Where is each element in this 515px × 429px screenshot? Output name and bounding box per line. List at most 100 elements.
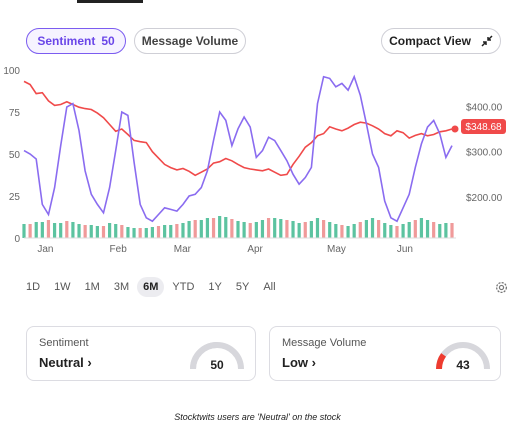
volume-bar [169,225,173,238]
time-range-selector: 1D 1W 1M 3M 6M YTD 1Y 5Y All [20,274,284,300]
volume-bar [395,226,399,238]
volume-bar [383,223,387,238]
volume-bar [138,228,142,238]
range-button-1w[interactable]: 1W [54,281,71,293]
compact-view-label: Compact View [389,34,471,48]
volume-bar [150,227,154,238]
volume-bar [401,224,405,238]
message-volume-tab[interactable]: Message Volume [134,28,246,54]
volume-bar [89,225,93,238]
x-tick-label: Jun [397,244,413,255]
message-volume-card-value: Low › [282,355,316,370]
volume-bar [156,226,161,238]
volume-bar [340,225,344,238]
volume-bar [352,224,356,238]
chevron-right-icon: › [311,355,316,370]
price-tick-label: $400.00 [466,102,503,113]
current-price-dot [451,125,459,133]
sentiment-gauge-fill [190,342,218,370]
range-button-1y[interactable]: 1Y [208,281,222,293]
volume-bar [444,223,448,238]
x-tick-label: May [327,244,346,255]
range-button-ytd[interactable]: YTD [172,281,195,293]
volume-bar [242,222,246,238]
volume-bar [34,222,38,238]
volume-bar [407,222,411,238]
range-button-1m[interactable]: 1M [84,281,100,293]
volume-bar [46,220,51,238]
current-price-label: $348.68 [465,122,502,133]
sentiment-line [23,74,453,223]
range-button-1d[interactable]: 1D [26,281,41,293]
message-volume-rating: Low [282,355,308,370]
volume-bar [377,220,381,238]
y-tick-label: 0 [14,234,20,245]
volume-bar [211,218,216,238]
range-button-6m[interactable]: 6M [137,277,165,297]
volume-bar [419,218,424,238]
compact-view-button[interactable]: Compact View [381,28,501,54]
volume-bar [425,220,430,238]
sentiment-gauge [190,342,244,370]
volume-bar [364,220,368,238]
volume-bar [126,227,130,238]
message-volume-score: 43 [456,358,470,372]
y-tick-label: 75 [9,108,21,119]
volume-bar [438,224,442,238]
volume-bar [254,222,258,238]
x-tick-label: Apr [247,244,263,255]
volume-bar [303,222,307,238]
volume-bar [248,223,252,238]
volume-bar [432,222,436,238]
volume-bar [193,220,197,238]
y-tick-label: 25 [9,192,21,203]
volume-bar [358,222,362,238]
volume-bar [101,226,106,238]
volume-bar [389,225,393,238]
volume-bar [236,221,240,238]
message-volume-gauge [435,342,490,370]
sentiment-score: 50 [210,358,224,372]
volume-bar [218,216,222,238]
volume-bar [273,218,277,238]
sentiment-tab[interactable]: Sentiment 50 [26,28,126,54]
volume-bar [328,222,332,238]
sentiment-card[interactable]: Sentiment Neutral › 50 [26,326,256,381]
range-button-3m[interactable]: 3M [113,281,130,293]
volume-bar [291,221,295,238]
volume-bar [285,220,289,238]
volume-bar [83,225,87,238]
message-volume-card-label: Message Volume [282,337,367,349]
sentiment-rating: Neutral [39,355,84,370]
price-line [23,80,453,177]
range-button-5y[interactable]: 5Y [235,281,250,293]
volume-bar [144,228,148,238]
volume-bar [224,217,228,238]
volume-bar [120,225,124,238]
y-tick-label: 100 [3,66,20,77]
x-tick-label: Mar [174,244,192,255]
figure-caption: Stocktwits users are 'Neutral' on the st… [174,412,341,422]
volume-bar [22,224,26,238]
volume-bar [40,222,44,238]
volume-bar [309,221,313,238]
volume-bar [230,219,234,238]
x-tick-label: Feb [110,244,128,255]
volume-bar [450,223,454,238]
volume-bar [413,220,417,238]
volume-bar [205,218,210,238]
message-volume-card[interactable]: Message Volume Low › 43 [269,326,501,381]
message-volume-tab-label: Message Volume [141,34,239,48]
range-button-all[interactable]: All [263,281,276,293]
volume-bar [346,226,350,238]
volume-bar [322,220,326,238]
gear-icon[interactable] [494,280,509,295]
price-tick-label: $200.00 [466,193,503,204]
sentiment-card-label: Sentiment [39,337,89,349]
chevron-right-icon: › [87,355,92,370]
volume-bar [108,223,112,238]
message-volume-gauge-fill [435,353,447,370]
volume-bar [260,220,265,238]
y-tick-label: 50 [9,150,21,161]
volume-bar [199,220,203,238]
